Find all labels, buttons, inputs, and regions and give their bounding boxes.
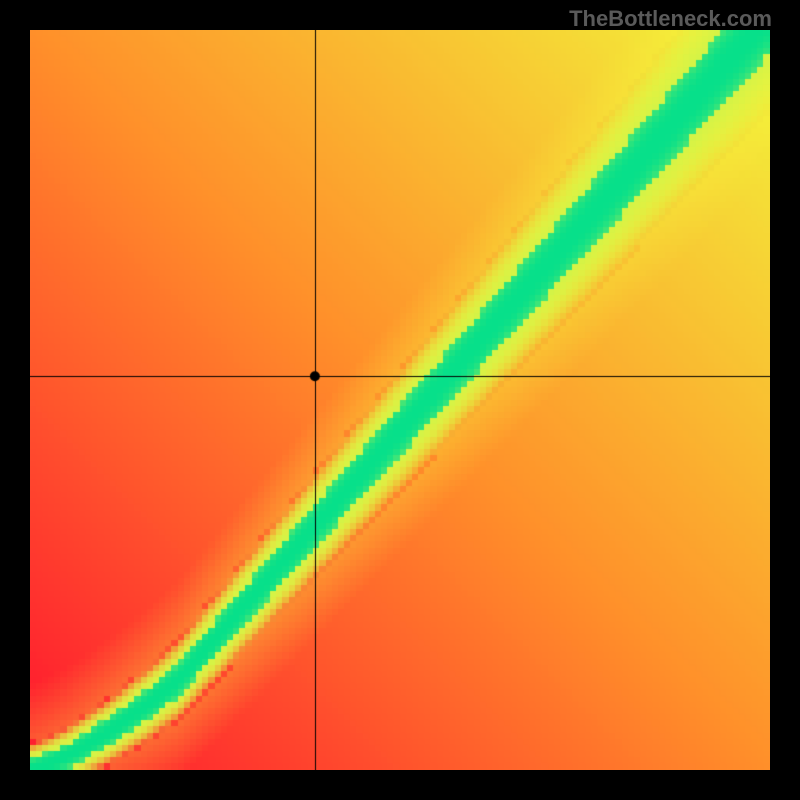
watermark-text: TheBottleneck.com — [569, 6, 772, 32]
heatmap-canvas — [30, 30, 770, 770]
chart-container: TheBottleneck.com — [0, 0, 800, 800]
